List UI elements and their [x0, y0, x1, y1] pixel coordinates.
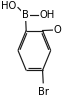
Text: HO: HO: [1, 1, 16, 11]
Text: OH: OH: [39, 10, 54, 20]
Text: Br: Br: [38, 87, 49, 97]
Text: O: O: [54, 25, 62, 35]
Text: B: B: [22, 10, 29, 20]
